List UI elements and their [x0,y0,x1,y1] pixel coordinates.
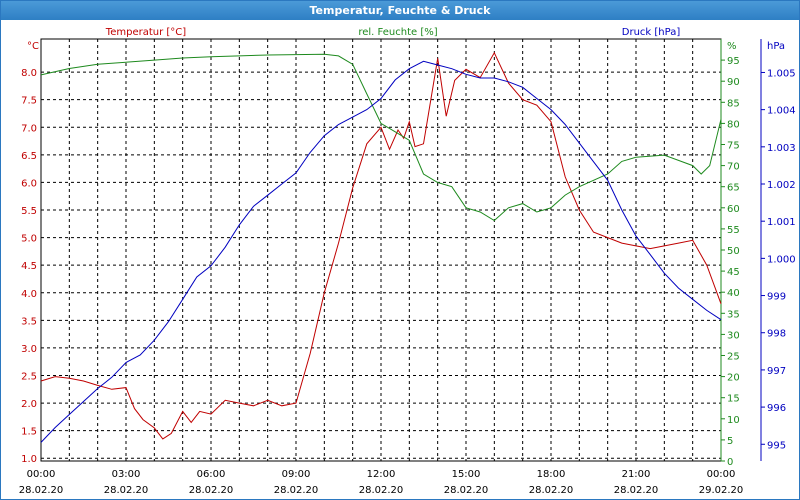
temperature-tick-label: 7.5 [21,96,37,107]
pressure-axis-title: Druck [hPa] [622,27,681,38]
humidity-unit-label: % [727,41,737,52]
temperature-tick-label: 5.5 [21,206,37,217]
x-tick-date: 28.02.20 [614,485,659,496]
humidity-axis-title: rel. Feuchte [%] [358,27,437,38]
humidity-tick-label: 75 [727,141,740,152]
x-tick-date: 28.02.20 [529,485,574,496]
temperature-tick-label: 8.0 [21,68,37,79]
pressure-unit-label: hPa [767,41,785,52]
pressure-tick-label: 995 [767,440,786,451]
temperature-tick-label: 3.5 [21,316,37,327]
pressure-tick-labels: 995 996 997 998 999 1.000 1.001 1.002 1.003 1.004… [761,68,796,451]
humidity-tick-label: 35 [727,309,740,320]
temperature-unit-label: °C [27,41,39,52]
x-axis-tick-labels: 00:00 28.02.20 03:00 28.02.20 06:00 28.02.20 0… [19,469,744,496]
temperature-tick-label: 6.5 [21,151,37,162]
humidity-tick-label: 25 [727,352,740,363]
pressure-tick-label: 996 [767,403,786,414]
humidity-tick-labels: 0 5 10 15 20 25 30 35 40 45 50 55 60 65 70 75 80 85 90 95 [721,56,740,468]
data-series [40,51,722,443]
humidity-tick-label: 55 [727,225,740,236]
x-tick-date: 28.02.20 [274,485,319,496]
x-tick-time: 09:00 [282,469,311,480]
humidity-tick-label: 15 [727,394,740,405]
temperature-tick-label: 7.0 [21,123,37,134]
pressure-tick-label: 1.005 [767,68,796,79]
pressure-line [40,60,722,443]
x-tick-time: 15:00 [452,469,481,480]
x-tick-time: 06:00 [197,469,226,480]
humidity-tick-label: 40 [727,288,740,299]
x-tick-date: 29.02.20 [699,485,744,496]
humidity-line [40,53,722,222]
humidity-tick-label: 60 [727,204,740,215]
temperature-axis-title: Temperatur [°C] [105,27,186,38]
humidity-tick-label: 0 [727,457,733,468]
humidity-tick-label: 10 [727,415,740,426]
pressure-tick-label: 1.004 [767,106,796,117]
temperature-tick-label: 4.5 [21,261,37,272]
humidity-tick-label: 80 [727,119,740,130]
grid-lines [41,39,721,461]
x-tick-time: 21:00 [622,469,651,480]
x-tick-time: 18:00 [537,469,566,480]
x-tick-date: 28.02.20 [444,485,489,496]
x-tick-time: 12:00 [367,469,396,480]
temperature-tick-label: 4.0 [21,289,37,300]
humidity-tick-label: 45 [727,267,740,278]
pressure-tick-label: 1.002 [767,180,796,191]
x-tick-date: 28.02.20 [189,485,234,496]
temperature-tick-label: 2.0 [21,399,37,410]
temperature-tick-label: 6.0 [21,178,37,189]
x-tick-time: 03:00 [112,469,141,480]
window-title: Temperatur, Feuchte & Druck [1,1,799,20]
pressure-tick-label: 997 [767,366,786,377]
pressure-tick-label: 998 [767,329,786,340]
x-tick-date: 28.02.20 [104,485,149,496]
temperature-tick-label: 1.5 [21,427,37,438]
temperature-tick-label: 5.0 [21,234,37,245]
pressure-tick-label: 999 [767,292,786,303]
x-tick-time: 00:00 [707,469,736,480]
temperature-tick-labels: 1.0 1.5 2.0 2.5 3.0 3.5 4.0 4.5 5.0 5.5 6.0 6.5 7.0 7… [21,68,37,465]
humidity-tick-label: 30 [727,330,740,341]
humidity-tick-label: 20 [727,373,740,384]
humidity-tick-label: 95 [727,56,740,67]
temperature-tick-label: 2.5 [21,371,37,382]
temperature-tick-label: 3.0 [21,344,37,355]
x-tick-date: 28.02.20 [359,485,404,496]
temperature-line [40,51,722,440]
humidity-tick-label: 90 [727,77,740,88]
humidity-tick-label: 85 [727,98,740,109]
pressure-tick-label: 1.001 [767,217,796,228]
x-tick-date: 28.02.20 [19,485,64,496]
humidity-tick-label: 70 [727,162,740,173]
pressure-tick-label: 1.000 [767,254,796,265]
humidity-tick-label: 5 [727,436,733,447]
humidity-tick-label: 65 [727,183,740,194]
humidity-tick-label: 50 [727,246,740,257]
x-tick-time: 00:00 [27,469,56,480]
pressure-tick-label: 1.003 [767,143,796,154]
temperature-tick-label: 1.0 [21,454,37,465]
